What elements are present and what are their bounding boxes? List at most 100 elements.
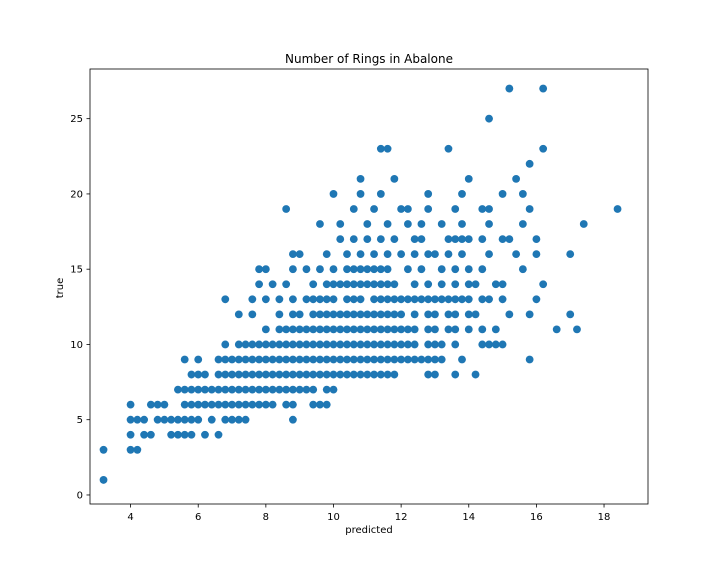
- data-point: [410, 250, 419, 259]
- data-point: [417, 295, 426, 304]
- data-point: [491, 340, 500, 349]
- data-point: [255, 265, 263, 274]
- data-point: [241, 355, 250, 364]
- data-point: [485, 340, 493, 349]
- data-point: [295, 385, 304, 394]
- data-point: [228, 355, 236, 364]
- data-point: [410, 355, 419, 364]
- data-point: [518, 190, 527, 198]
- data-point: [417, 355, 426, 364]
- data-point: [221, 400, 230, 409]
- data-point: [343, 325, 351, 334]
- data-point: [410, 340, 419, 349]
- data-point: [268, 400, 277, 409]
- data-point: [390, 370, 399, 379]
- data-point: [282, 280, 291, 289]
- data-point: [275, 295, 284, 304]
- data-point: [309, 385, 318, 394]
- data-point: [336, 370, 345, 379]
- data-point: [289, 385, 297, 394]
- data-point: [248, 310, 257, 319]
- data-point: [329, 310, 338, 319]
- data-point: [363, 325, 372, 334]
- data-point: [201, 400, 209, 409]
- data-point: [397, 340, 406, 349]
- data-point: [248, 355, 257, 364]
- data-point: [228, 415, 236, 424]
- data-point: [234, 400, 243, 409]
- data-point: [464, 265, 473, 274]
- data-point: [275, 385, 284, 394]
- data-point: [241, 415, 250, 424]
- data-point: [356, 370, 365, 379]
- data-point: [221, 340, 230, 349]
- data-point: [383, 265, 392, 274]
- data-point: [316, 325, 324, 334]
- data-point: [241, 370, 250, 379]
- data-point: [525, 310, 534, 319]
- data-point: [316, 295, 324, 304]
- data-point: [498, 190, 507, 198]
- data-point: [376, 280, 385, 289]
- data-point: [485, 114, 493, 123]
- data-point: [410, 280, 419, 289]
- data-point: [207, 400, 216, 409]
- data-point: [437, 220, 446, 228]
- data-point: [376, 190, 385, 198]
- data-point: [444, 235, 453, 243]
- data-point: [363, 355, 372, 364]
- data-point: [566, 310, 575, 319]
- data-point: [349, 205, 358, 213]
- y-tick-label: 25: [70, 114, 83, 125]
- data-point: [397, 205, 406, 213]
- x-tick-label: 4: [127, 512, 133, 523]
- data-point: [370, 280, 378, 289]
- data-point: [228, 400, 236, 409]
- data-point: [268, 340, 277, 349]
- data-point: [397, 355, 406, 364]
- data-point: [498, 235, 507, 243]
- data-point: [261, 325, 270, 334]
- data-point: [180, 355, 189, 364]
- data-point: [424, 250, 433, 259]
- data-point: [282, 325, 291, 334]
- data-point: [268, 355, 277, 364]
- data-point: [431, 310, 439, 319]
- data-point: [295, 355, 304, 364]
- data-point: [397, 325, 406, 334]
- data-point: [302, 355, 311, 364]
- data-point: [491, 325, 500, 334]
- data-point: [289, 415, 297, 424]
- data-point: [390, 295, 399, 304]
- data-point: [471, 310, 480, 319]
- data-point: [295, 310, 304, 319]
- data-point: [309, 355, 318, 364]
- data-point: [349, 340, 358, 349]
- data-point: [356, 174, 365, 183]
- data-point: [397, 250, 406, 259]
- data-point: [214, 355, 223, 364]
- data-point: [255, 280, 263, 289]
- data-point: [126, 400, 135, 409]
- data-point: [174, 430, 182, 439]
- data-point: [201, 430, 209, 439]
- x-tick-label: 14: [462, 512, 475, 523]
- data-point: [140, 415, 149, 424]
- data-point: [349, 355, 358, 364]
- data-point: [289, 400, 297, 409]
- data-point: [221, 295, 230, 304]
- y-axis-label: true: [55, 278, 66, 299]
- data-point: [180, 415, 189, 424]
- data-point: [498, 295, 507, 304]
- data-point: [261, 355, 270, 364]
- data-point: [99, 476, 108, 484]
- data-point: [451, 280, 460, 289]
- data-point: [403, 295, 412, 304]
- data-point: [410, 295, 419, 304]
- data-point: [275, 325, 284, 334]
- data-point: [613, 205, 622, 213]
- data-point: [343, 295, 351, 304]
- data-point: [370, 265, 378, 274]
- data-point: [268, 280, 277, 289]
- data-point: [424, 355, 433, 364]
